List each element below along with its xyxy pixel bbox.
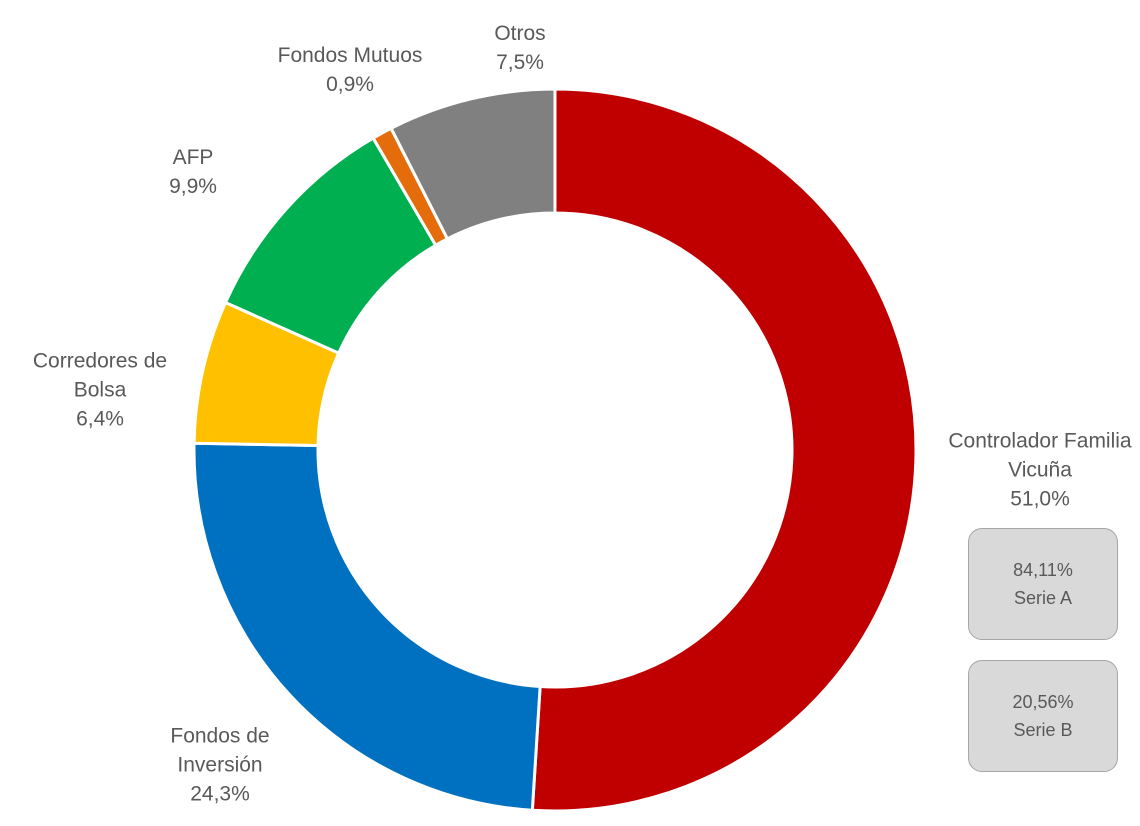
donut-slice: [389, 87, 557, 241]
annotation-box: 84,11% Serie A: [968, 528, 1118, 640]
value-label: 7,5%: [496, 51, 544, 74]
category-label: Controlador Familia Vicuña: [948, 429, 1132, 482]
slice-label: Corredores de Bolsa 6,4%: [13, 347, 188, 434]
category-label: Fondos de Inversión: [170, 724, 270, 777]
value-label: 9,9%: [169, 175, 217, 198]
annotation-value: 84,11%: [1013, 560, 1073, 580]
donut-slice: [192, 441, 542, 812]
annotation-box: 20,56% Serie B: [968, 660, 1118, 772]
annotation-value: 20,56%: [1012, 692, 1074, 712]
slice-label: Fondos de Inversión 24,3%: [150, 722, 290, 809]
slice-label: AFP 9,9%: [143, 143, 243, 201]
category-label: Corredores de Bolsa: [32, 349, 168, 402]
value-label: 6,4%: [76, 407, 124, 431]
slice-label: Fondos Mutuos 0,9%: [235, 41, 465, 99]
slice-label: Controlador Familia Vicuña 51,0%: [945, 427, 1135, 514]
slice-label: Otros 7,5%: [460, 19, 580, 77]
annotation-label: Serie A: [1013, 588, 1073, 608]
value-label: 51,0%: [1010, 487, 1070, 511]
annotation-label: Serie B: [1013, 720, 1073, 740]
category-label: Otros: [494, 22, 546, 45]
value-label: 24,3%: [190, 782, 250, 806]
value-label: 0,9%: [326, 73, 374, 96]
category-label: Fondos Mutuos: [277, 44, 423, 67]
category-label: AFP: [172, 146, 214, 169]
donut-slice: [530, 87, 918, 813]
